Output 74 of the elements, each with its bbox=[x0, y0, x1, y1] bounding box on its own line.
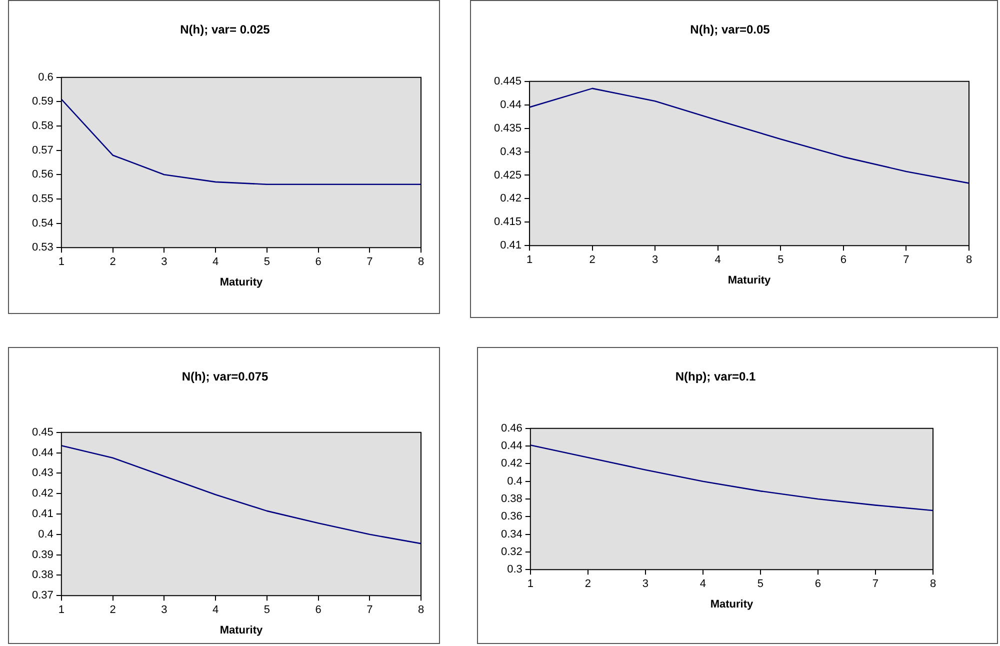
y-tick-label: 0.415 bbox=[494, 216, 522, 228]
y-tick-label: 0.42 bbox=[500, 458, 522, 470]
y-tick-label: 0.445 bbox=[494, 75, 522, 88]
y-tick-label: 0.56 bbox=[32, 168, 54, 181]
chart-title: N(hp); var=0.1 bbox=[675, 370, 756, 384]
x-tick-label: 2 bbox=[110, 604, 116, 616]
x-tick-label: 7 bbox=[366, 604, 373, 616]
x-tick-label: 5 bbox=[264, 256, 270, 268]
x-axis-title: Maturity bbox=[728, 274, 772, 286]
y-tick-label: 0.57 bbox=[32, 144, 54, 156]
x-tick-label: 2 bbox=[589, 254, 596, 266]
y-tick-label: 0.4 bbox=[507, 475, 522, 488]
x-tick-label: 5 bbox=[757, 578, 764, 590]
y-tick-label: 0.44 bbox=[500, 440, 522, 452]
y-tick-label: 0.42 bbox=[500, 192, 522, 205]
chart-title: N(h); var=0.05 bbox=[690, 22, 770, 37]
x-tick-label: 1 bbox=[527, 578, 534, 590]
x-tick-label: 8 bbox=[418, 256, 424, 268]
y-tick-label: 0.45 bbox=[32, 426, 54, 438]
y-tick-label: 0.39 bbox=[32, 548, 54, 561]
x-tick-label: 3 bbox=[161, 256, 168, 268]
x-tick-label: 6 bbox=[315, 256, 322, 268]
x-tick-label: 1 bbox=[58, 604, 64, 616]
y-tick-label: 0.46 bbox=[500, 422, 522, 434]
x-tick-label: 1 bbox=[526, 254, 533, 266]
x-tick-label: 8 bbox=[930, 578, 936, 590]
x-tick-label: 8 bbox=[418, 604, 424, 616]
x-tick-label: 2 bbox=[110, 256, 116, 268]
y-tick-label: 0.59 bbox=[32, 96, 54, 108]
x-tick-label: 3 bbox=[161, 604, 168, 616]
x-axis-title: Maturity bbox=[710, 598, 754, 610]
x-tick-label: 4 bbox=[212, 604, 219, 616]
y-tick-label: 0.58 bbox=[32, 120, 54, 132]
x-tick-label: 3 bbox=[652, 254, 658, 266]
y-tick-label: 0.6 bbox=[38, 71, 54, 84]
y-tick-label: 0.53 bbox=[32, 242, 54, 254]
x-tick-label: 7 bbox=[903, 254, 910, 266]
chart-title: N(h); var=0.075 bbox=[182, 370, 269, 384]
chart-title: N(h); var= 0.025 bbox=[180, 22, 270, 37]
y-tick-label: 0.37 bbox=[32, 590, 54, 602]
x-tick-label: 4 bbox=[700, 578, 706, 590]
y-tick-label: 0.41 bbox=[500, 240, 522, 252]
x-tick-label: 6 bbox=[315, 604, 322, 616]
x-tick-label: 6 bbox=[840, 254, 846, 266]
y-tick-label: 0.3 bbox=[507, 564, 522, 576]
y-tick-label: 0.43 bbox=[32, 467, 54, 480]
x-tick-label: 7 bbox=[872, 578, 879, 590]
y-tick-label: 0.44 bbox=[32, 446, 54, 459]
x-axis-title: Maturity bbox=[220, 276, 264, 288]
x-tick-label: 4 bbox=[714, 254, 721, 266]
x-tick-label: 3 bbox=[642, 578, 648, 590]
y-tick-label: 0.34 bbox=[500, 528, 522, 540]
y-tick-label: 0.41 bbox=[32, 508, 54, 520]
x-tick-label: 5 bbox=[264, 604, 270, 616]
x-tick-label: 2 bbox=[584, 578, 591, 590]
x-axis-title: Maturity bbox=[220, 624, 264, 636]
y-tick-label: 0.4 bbox=[38, 528, 54, 540]
y-tick-label: 0.38 bbox=[32, 569, 54, 582]
x-tick-label: 7 bbox=[366, 256, 373, 268]
y-tick-label: 0.36 bbox=[500, 510, 522, 523]
y-tick-label: 0.32 bbox=[500, 546, 522, 558]
y-tick-label: 0.55 bbox=[32, 193, 54, 206]
y-tick-label: 0.43 bbox=[500, 146, 522, 158]
x-tick-label: 6 bbox=[814, 578, 822, 590]
y-tick-label: 0.42 bbox=[32, 488, 54, 500]
y-tick-label: 0.38 bbox=[500, 493, 522, 506]
x-tick-label: 1 bbox=[58, 256, 64, 268]
y-tick-label: 0.44 bbox=[500, 98, 522, 111]
x-tick-label: 8 bbox=[966, 254, 972, 266]
x-tick-label: 5 bbox=[778, 254, 784, 266]
y-tick-label: 0.435 bbox=[494, 122, 522, 134]
x-tick-label: 4 bbox=[212, 256, 219, 268]
y-tick-label: 0.425 bbox=[494, 169, 522, 182]
y-tick-label: 0.54 bbox=[32, 217, 54, 230]
